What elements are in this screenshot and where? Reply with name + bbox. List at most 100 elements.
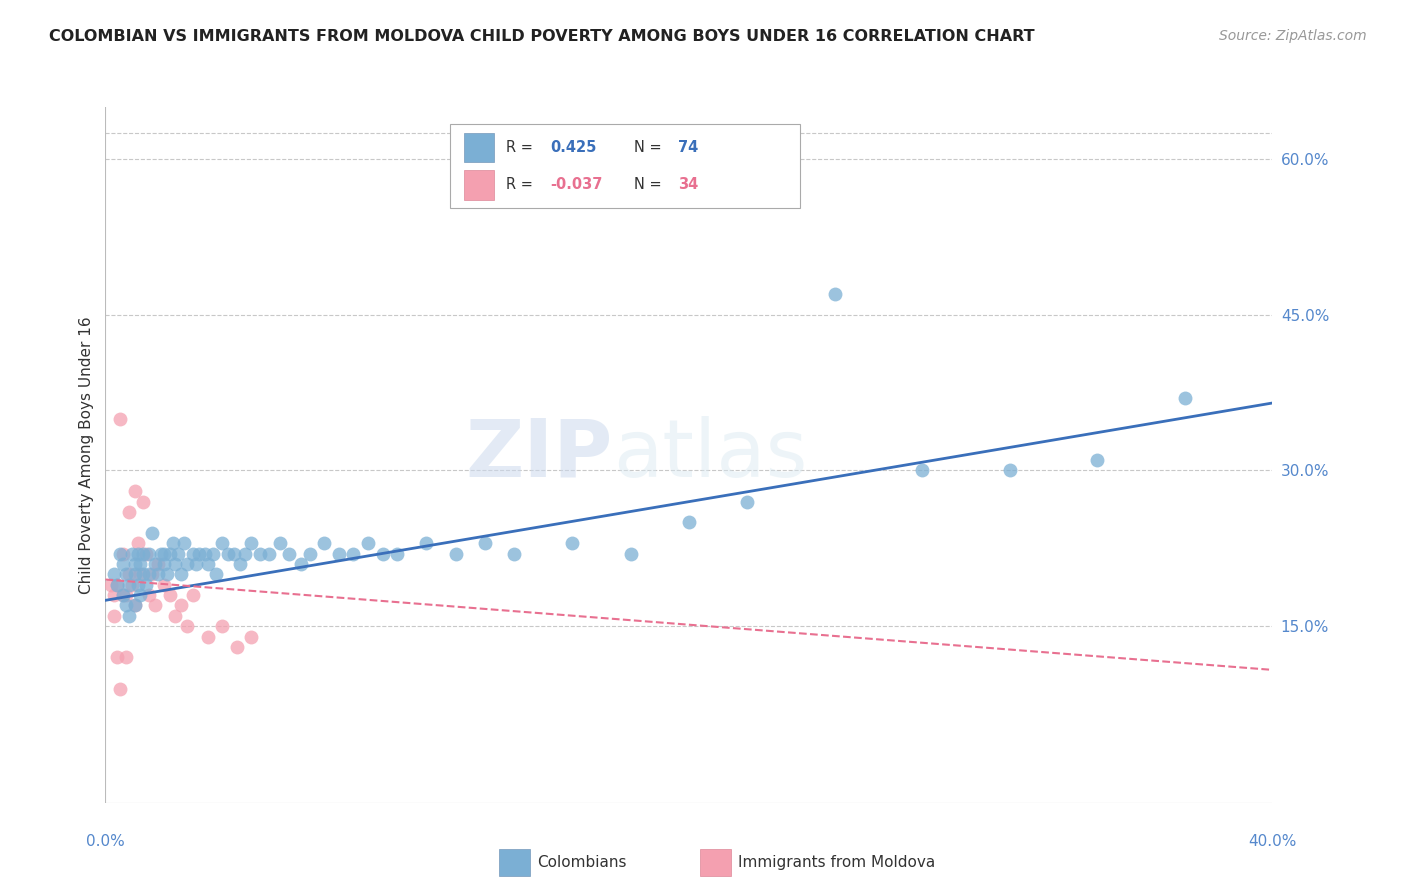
Point — [129, 557, 152, 571]
Point — [173, 536, 195, 550]
Point — [998, 463, 1021, 477]
Point — [132, 494, 155, 508]
Text: -0.037: -0.037 — [550, 178, 602, 193]
Point — [165, 608, 187, 623]
Point — [111, 547, 134, 561]
Point — [165, 557, 187, 571]
Point — [314, 536, 336, 550]
Point — [269, 536, 292, 550]
Point — [108, 411, 131, 425]
Point — [211, 619, 233, 633]
Point — [167, 547, 190, 561]
Point — [143, 599, 166, 613]
Point — [105, 650, 128, 665]
Text: atlas: atlas — [613, 416, 807, 494]
Point — [129, 588, 152, 602]
Point — [170, 567, 193, 582]
Point — [156, 567, 179, 582]
Text: 40.0%: 40.0% — [1249, 834, 1296, 849]
Point — [146, 557, 169, 571]
Point — [217, 547, 239, 561]
Point — [619, 547, 641, 561]
Point — [149, 547, 172, 561]
Point — [444, 547, 467, 561]
Point — [678, 516, 700, 530]
Point — [197, 557, 219, 571]
Point — [124, 599, 146, 613]
Point — [153, 578, 174, 592]
Point — [115, 650, 138, 665]
Point — [143, 557, 166, 571]
Point — [115, 599, 138, 613]
Point — [561, 536, 583, 550]
Point — [1085, 453, 1108, 467]
Point — [385, 547, 408, 561]
Text: Colombians: Colombians — [537, 855, 627, 870]
Point — [135, 578, 157, 592]
Point — [205, 567, 228, 582]
Text: R =: R = — [506, 178, 533, 193]
Point — [225, 640, 247, 654]
Point — [132, 547, 155, 561]
Point — [124, 557, 146, 571]
Point — [100, 578, 122, 592]
Point — [127, 536, 149, 550]
Point — [138, 547, 160, 561]
Point — [257, 547, 280, 561]
Point — [111, 588, 134, 602]
Point — [141, 567, 163, 582]
Point — [278, 547, 301, 561]
Point — [824, 287, 846, 301]
Point — [474, 536, 496, 550]
Point — [162, 536, 184, 550]
Point — [103, 608, 125, 623]
Point — [124, 599, 146, 613]
Point — [108, 681, 131, 696]
Point — [111, 588, 134, 602]
Point — [415, 536, 437, 550]
Point — [121, 578, 143, 592]
Point — [153, 557, 174, 571]
Point — [371, 547, 394, 561]
Point — [228, 557, 250, 571]
Point — [298, 547, 321, 561]
FancyBboxPatch shape — [450, 124, 800, 208]
Point — [737, 494, 759, 508]
Point — [240, 536, 263, 550]
Point — [181, 547, 204, 561]
Point — [153, 547, 174, 561]
Point — [118, 567, 141, 582]
Point — [159, 547, 181, 561]
Point — [328, 547, 350, 561]
Text: R =: R = — [506, 140, 533, 155]
Point — [141, 525, 163, 540]
Point — [105, 578, 128, 592]
Point — [115, 567, 138, 582]
Point — [240, 630, 263, 644]
FancyBboxPatch shape — [464, 170, 494, 200]
Text: 0.0%: 0.0% — [86, 834, 125, 849]
FancyBboxPatch shape — [464, 133, 494, 162]
Point — [249, 547, 271, 561]
Point — [121, 547, 143, 561]
Text: N =: N = — [634, 140, 662, 155]
Point — [135, 547, 157, 561]
Point — [127, 578, 149, 592]
Text: COLOMBIAN VS IMMIGRANTS FROM MOLDOVA CHILD POVERTY AMONG BOYS UNDER 16 CORRELATI: COLOMBIAN VS IMMIGRANTS FROM MOLDOVA CHI… — [49, 29, 1035, 44]
Point — [194, 547, 217, 561]
Point — [159, 588, 181, 602]
Point — [176, 619, 198, 633]
Text: N =: N = — [634, 178, 662, 193]
Point — [187, 547, 209, 561]
Text: 34: 34 — [679, 178, 699, 193]
Text: 74: 74 — [679, 140, 699, 155]
Text: ZIP: ZIP — [465, 416, 613, 494]
Point — [118, 608, 141, 623]
Point — [127, 547, 149, 561]
Point — [138, 588, 160, 602]
Point — [103, 588, 125, 602]
Text: Source: ZipAtlas.com: Source: ZipAtlas.com — [1219, 29, 1367, 43]
Point — [129, 567, 152, 582]
Point — [1174, 391, 1197, 405]
Point — [108, 547, 131, 561]
